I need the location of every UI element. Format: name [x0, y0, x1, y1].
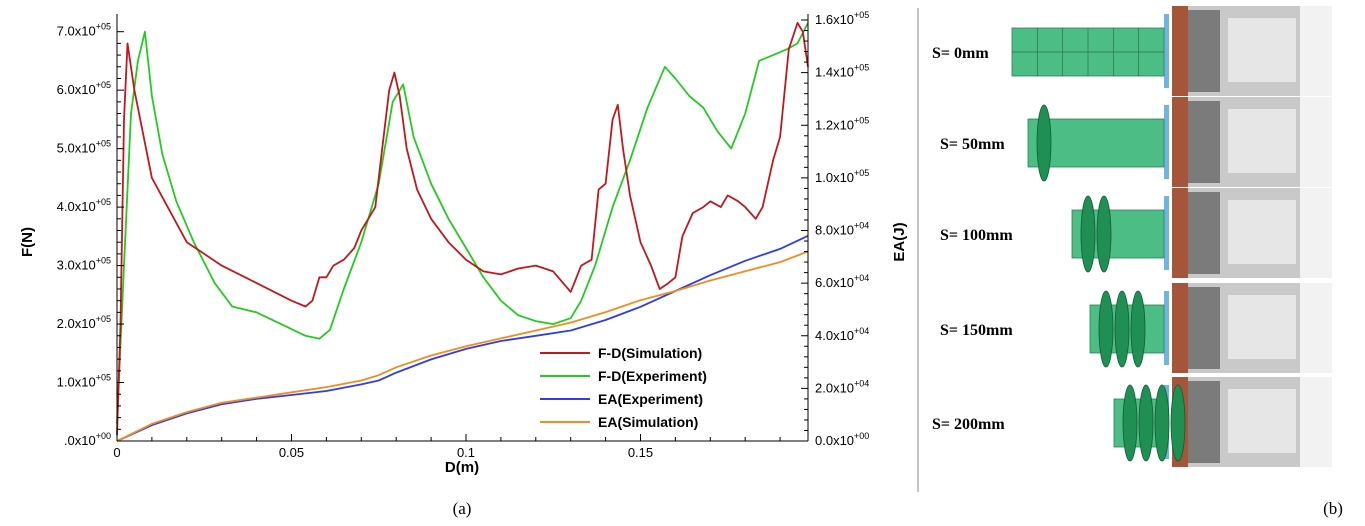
x-tick-label: 0.1: [457, 445, 475, 460]
stage-row: S= 50mm: [940, 97, 1332, 187]
fixture-clamp: [1188, 192, 1220, 274]
chart-curves: [116, 21, 809, 442]
fixture-clamp: [1188, 287, 1220, 369]
specimen-photo: [1228, 295, 1296, 359]
fold-lobe: [1114, 290, 1130, 368]
fold-lobe: [1096, 195, 1112, 273]
stage-label: S= 0mm: [932, 45, 989, 62]
chart-legend: F-D(Simulation) F-D(Experiment) EA(Experim…: [540, 345, 707, 430]
fold-lobe: [1138, 384, 1154, 462]
legend-label: F-D(Simulation): [598, 345, 702, 361]
y-left-tick-label: 1.0x10+05: [57, 373, 111, 390]
y-left-axis-label: F(N): [19, 227, 36, 257]
y-right-tick-label: 8.0x10+04: [815, 221, 869, 238]
fold-lobe: [1122, 384, 1138, 462]
press-head: [1300, 188, 1332, 278]
y-right-tick-label: 1.2x10+05: [815, 115, 869, 132]
legend-label: F-D(Experiment): [598, 368, 707, 384]
fixture-frame: [1172, 188, 1188, 278]
y-left-tick-label: 4.0x10+05: [57, 197, 111, 214]
y-right-tick-label: 1.6x10+05: [815, 10, 869, 27]
series-line-ea-simulation: [116, 250, 809, 442]
y-right-tick-label: 1.0x10+05: [815, 168, 869, 185]
y-left-tick-label: 3.0x10+05: [57, 256, 111, 273]
end-plate: [1164, 291, 1169, 365]
fixture-frame: [1172, 97, 1188, 187]
end-plate: [1164, 196, 1169, 270]
specimen-photo: [1228, 389, 1296, 453]
fixture-frame: [1172, 283, 1188, 373]
fold-lobe: [1130, 290, 1146, 368]
stage-label: S= 200mm: [932, 416, 1005, 433]
stage-label: S= 150mm: [940, 322, 1013, 339]
fold-lobe: [1098, 290, 1114, 368]
y-left-tick-label: 5.0x10+05: [57, 139, 111, 156]
y-right-axis-label: EA(J): [891, 222, 908, 261]
panel-label-a: (a): [453, 499, 472, 518]
specimen-photo: [1228, 109, 1296, 173]
stage-row: S= 200mm: [932, 377, 1332, 467]
stage-row: S= 0mm: [932, 6, 1332, 96]
stage-label: S= 100mm: [940, 227, 1013, 244]
end-plate: [1164, 105, 1169, 179]
panel-label-b: (b): [1323, 499, 1343, 518]
end-plate: [1164, 14, 1169, 88]
y-left-tick-label: 6.0x10+05: [57, 80, 111, 97]
fold-lobe: [1170, 384, 1186, 462]
y-left-tick-label: 2.0x10+05: [57, 314, 111, 331]
series-line-f-d-simulation: [116, 21, 809, 436]
y-right-tick-label: 0.0x10+00: [815, 431, 869, 448]
stage-label: S= 50mm: [940, 136, 1005, 153]
deformation-sequence: S= 0mm S= 50mm S= 100mm S= 150mm S= 200mm: [932, 6, 1332, 467]
fixture-clamp: [1188, 10, 1220, 92]
x-tick-label: 0: [113, 445, 120, 460]
legend-label: EA(Experiment): [598, 391, 703, 407]
y-left-tick-label: 7.0x10+05: [57, 22, 111, 39]
fixture-clamp: [1188, 101, 1220, 183]
fixture-frame: [1172, 6, 1188, 96]
specimen-photo: [1228, 18, 1296, 82]
legend-label: EA(Simulation): [598, 414, 698, 430]
chart-axes: [116, 14, 809, 442]
y-left-axis-ticks: .0x10+00 1.0x10+05 2.0x10+05 3.0x10+05 4.0x1…: [57, 22, 124, 448]
y-right-tick-label: 1.4x10+05: [815, 63, 869, 80]
x-axis-ticks: 0 0.05 0.1 0.15: [113, 434, 781, 460]
specimen-photo: [1228, 200, 1296, 264]
press-head: [1300, 6, 1332, 96]
y-right-tick-label: 6.0x10+04: [815, 273, 869, 290]
press-head: [1300, 97, 1332, 187]
force-energy-chart: 0 0.05 0.1 0.15 .0x10+00 1.0x10+05 2.0x10+05 3…: [19, 10, 908, 476]
press-head: [1300, 283, 1332, 373]
y-right-tick-label: 4.0x10+04: [815, 326, 869, 343]
x-axis-label: D(m): [445, 459, 479, 476]
x-tick-label: 0.05: [279, 445, 304, 460]
series-line-f-d-experiment: [116, 22, 809, 424]
stage-row: S= 100mm: [940, 188, 1332, 278]
series-line-ea-experiment: [116, 234, 809, 442]
x-tick-label: 0.15: [628, 445, 653, 460]
fold-lobe: [1036, 104, 1052, 182]
fold-lobe: [1080, 195, 1096, 273]
y-right-tick-label: 2.0x10+04: [815, 378, 869, 395]
y-right-axis-ticks: 0.0x10+00 2.0x10+04 4.0x10+04 6.0x10+04 8.0x…: [801, 10, 869, 448]
stage-row: S= 150mm: [940, 283, 1332, 373]
fold-lobe: [1154, 384, 1170, 462]
y-left-tick-label: .0x10+00: [64, 431, 111, 448]
fixture-clamp: [1188, 381, 1220, 463]
press-head: [1300, 377, 1332, 467]
